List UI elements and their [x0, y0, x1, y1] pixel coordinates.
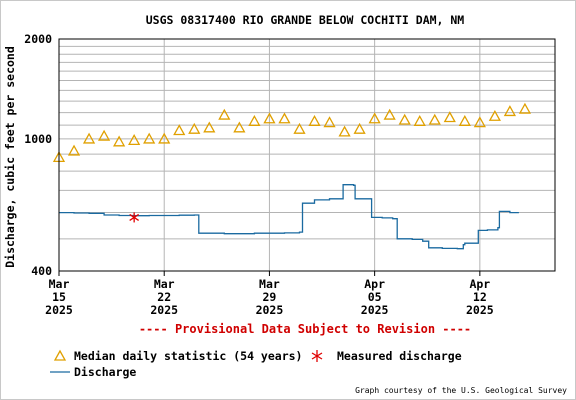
median-point	[113, 135, 126, 147]
median-point	[428, 113, 441, 125]
median-point	[338, 125, 351, 137]
x-tick-label: Mar	[259, 277, 280, 291]
median-point	[82, 132, 96, 144]
y-tick-label: 2000	[24, 32, 52, 46]
median-point	[158, 132, 171, 144]
median-point	[203, 121, 216, 133]
legend-label-median: Median daily statistic (54 years)	[74, 349, 302, 363]
x-tick-label: 22	[157, 290, 171, 304]
median-point	[473, 116, 486, 128]
y-tick-label: 400	[31, 264, 52, 278]
median-point	[458, 114, 471, 126]
legend-asterisk-marker	[311, 350, 323, 362]
median-point	[188, 122, 201, 134]
median-point	[413, 114, 426, 126]
x-tick-label: 2025	[256, 303, 284, 317]
median-point	[518, 102, 532, 114]
x-tick-label: 2025	[45, 303, 73, 317]
y-axis-label: Discharge, cubic feet per second	[3, 46, 17, 268]
measured-discharge-stroke	[129, 213, 140, 221]
grid-lines	[58, 38, 555, 272]
x-tick-label: 2025	[466, 303, 494, 317]
median-point	[308, 114, 321, 126]
x-tick-label: Mar	[49, 277, 70, 291]
x-tick-label: 29	[262, 290, 276, 304]
x-axis-ticks: Mar152025Mar222025Mar292025Apr052025Apr1…	[45, 271, 494, 317]
median-point	[323, 116, 336, 128]
median-point	[128, 134, 141, 146]
legend-label-measured: Measured discharge	[337, 349, 462, 363]
measured-discharge-point	[129, 212, 140, 223]
median-point	[503, 105, 517, 117]
chart-title: USGS 08317400 RIO GRANDE BELOW COCHITI D…	[146, 13, 465, 27]
x-tick-label: 12	[473, 290, 487, 304]
median-point	[143, 132, 156, 144]
provisional-note: ---- Provisional Data Subject to Revisio…	[139, 322, 471, 336]
legend-label-discharge: Discharge	[74, 365, 136, 379]
median-point	[398, 113, 411, 125]
plot-area-border	[58, 38, 556, 272]
median-point	[67, 144, 81, 156]
x-tick-label: Apr	[469, 277, 490, 291]
discharge-series-line	[59, 184, 519, 250]
median-point	[443, 111, 456, 123]
x-tick-label: 2025	[361, 303, 389, 317]
median-point	[233, 121, 246, 133]
credit-text: Graph courtesy of the U.S. Geological Su…	[355, 386, 567, 395]
median-point	[383, 108, 396, 120]
legend: Median daily statistic (54 years) Measur…	[50, 349, 462, 379]
series-layer	[52, 102, 532, 250]
x-tick-label: Apr	[364, 277, 385, 291]
x-tick-label: 15	[52, 290, 66, 304]
y-tick-label: 1000	[24, 132, 52, 146]
median-point	[353, 122, 366, 134]
y-axis-ticks: 400 1000 2000	[24, 32, 52, 278]
x-tick-label: Mar	[154, 277, 175, 291]
median-point	[368, 112, 381, 124]
legend-triangle-marker	[53, 349, 67, 361]
x-tick-label: 2025	[150, 303, 178, 317]
median-point	[248, 114, 261, 126]
median-point	[278, 112, 291, 124]
median-point	[173, 124, 186, 136]
median-point	[488, 109, 501, 121]
median-point	[263, 112, 276, 124]
median-point	[97, 129, 111, 141]
x-tick-label: 05	[368, 290, 382, 304]
median-point	[293, 122, 306, 134]
median-point	[218, 108, 231, 120]
